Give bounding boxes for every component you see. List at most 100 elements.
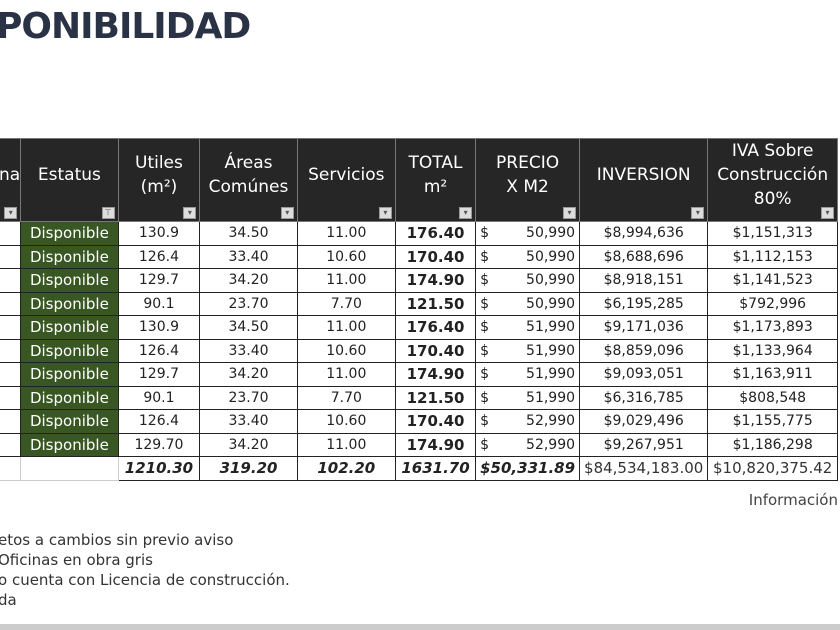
- total-cell[interactable]: 102.20: [296, 456, 396, 481]
- table-cell[interactable]: 34.20: [199, 268, 298, 293]
- table-cell[interactable]: 34.50: [199, 221, 298, 246]
- table-cell[interactable]: 33.40: [199, 244, 298, 269]
- table-cell[interactable]: Disponible: [20, 338, 119, 363]
- total-cell[interactable]: $50,331.89: [475, 456, 581, 481]
- total-cell[interactable]: [0, 456, 22, 481]
- table-cell[interactable]: $9,029,496: [579, 409, 709, 434]
- filter-dropdown-icon[interactable]: ▾: [691, 207, 705, 219]
- table-cell[interactable]: 23.70: [199, 385, 298, 410]
- filter-dropdown-icon[interactable]: ▾: [4, 207, 18, 219]
- table-cell[interactable]: [0, 432, 22, 457]
- table-cell[interactable]: 126.4: [117, 409, 201, 434]
- table-cell[interactable]: $8,688,696: [579, 244, 709, 269]
- table-cell[interactable]: [0, 268, 22, 293]
- table-cell[interactable]: $8,918,151: [579, 268, 709, 293]
- table-cell[interactable]: Disponible: [20, 244, 119, 269]
- table-cell[interactable]: 11.00: [296, 315, 396, 340]
- table-cell[interactable]: $52,990: [475, 432, 581, 457]
- table-cell[interactable]: 170.40: [394, 338, 477, 363]
- table-cell[interactable]: $50,990: [475, 221, 581, 246]
- table-cell[interactable]: $51,990: [475, 362, 581, 387]
- table-cell[interactable]: 11.00: [296, 268, 396, 293]
- table-cell[interactable]: 130.9: [117, 221, 201, 246]
- table-cell[interactable]: $1,141,523: [707, 268, 838, 293]
- table-cell[interactable]: 7.70: [296, 385, 396, 410]
- table-cell[interactable]: [0, 338, 22, 363]
- table-cell[interactable]: 130.9: [117, 315, 201, 340]
- table-cell[interactable]: $51,990: [475, 315, 581, 340]
- table-cell[interactable]: $8,994,636: [579, 221, 709, 246]
- total-cell[interactable]: 319.20: [199, 456, 298, 481]
- filter-dropdown-icon[interactable]: ▾: [563, 207, 577, 219]
- table-cell[interactable]: [0, 315, 22, 340]
- table-cell[interactable]: 170.40: [394, 409, 477, 434]
- table-cell[interactable]: $50,990: [475, 244, 581, 269]
- total-cell[interactable]: $10,820,375.42: [707, 456, 838, 481]
- filter-dropdown-icon[interactable]: ▾: [821, 207, 834, 219]
- table-cell[interactable]: $50,990: [475, 291, 581, 316]
- table-cell[interactable]: 174.90: [394, 432, 477, 457]
- table-cell[interactable]: [0, 362, 22, 387]
- table-cell[interactable]: 170.40: [394, 244, 477, 269]
- table-cell[interactable]: $792,996: [707, 291, 838, 316]
- table-cell[interactable]: $52,990: [475, 409, 581, 434]
- table-cell[interactable]: 34.20: [199, 432, 298, 457]
- table-cell[interactable]: Disponible: [20, 291, 119, 316]
- table-cell[interactable]: $1,112,153: [707, 244, 838, 269]
- table-cell[interactable]: 10.60: [296, 409, 396, 434]
- table-cell[interactable]: $8,859,096: [579, 338, 709, 363]
- table-cell[interactable]: Disponible: [20, 385, 119, 410]
- table-cell[interactable]: $6,195,285: [579, 291, 709, 316]
- table-cell[interactable]: $9,171,036: [579, 315, 709, 340]
- table-cell[interactable]: $9,093,051: [579, 362, 709, 387]
- table-cell[interactable]: $1,155,775: [707, 409, 838, 434]
- table-cell[interactable]: 90.1: [117, 385, 201, 410]
- table-cell[interactable]: 33.40: [199, 338, 298, 363]
- table-cell[interactable]: $1,163,911: [707, 362, 838, 387]
- table-cell[interactable]: Disponible: [20, 315, 119, 340]
- table-cell[interactable]: 10.60: [296, 244, 396, 269]
- table-cell[interactable]: 129.70: [117, 432, 201, 457]
- table-cell[interactable]: $9,267,951: [579, 432, 709, 457]
- table-cell[interactable]: 7.70: [296, 291, 396, 316]
- table-cell[interactable]: 174.90: [394, 362, 477, 387]
- table-cell[interactable]: 33.40: [199, 409, 298, 434]
- table-cell[interactable]: 129.7: [117, 362, 201, 387]
- table-cell[interactable]: $6,316,785: [579, 385, 709, 410]
- table-cell[interactable]: 176.40: [394, 221, 477, 246]
- table-cell[interactable]: $1,173,893: [707, 315, 838, 340]
- table-cell[interactable]: [0, 291, 22, 316]
- table-cell[interactable]: 126.4: [117, 244, 201, 269]
- filter-active-icon[interactable]: ⊤: [101, 207, 115, 219]
- table-cell[interactable]: $808,548: [707, 385, 838, 410]
- table-cell[interactable]: [0, 221, 22, 246]
- table-cell[interactable]: 126.4: [117, 338, 201, 363]
- table-cell[interactable]: [0, 244, 22, 269]
- table-cell[interactable]: 11.00: [296, 432, 396, 457]
- table-cell[interactable]: 11.00: [296, 221, 396, 246]
- table-cell[interactable]: 34.50: [199, 315, 298, 340]
- filter-dropdown-icon[interactable]: ▾: [183, 207, 197, 219]
- table-cell[interactable]: 10.60: [296, 338, 396, 363]
- table-cell[interactable]: $50,990: [475, 268, 581, 293]
- table-cell[interactable]: $1,133,964: [707, 338, 838, 363]
- table-cell[interactable]: $1,186,298: [707, 432, 838, 457]
- table-cell[interactable]: 121.50: [394, 385, 477, 410]
- table-cell[interactable]: [0, 385, 22, 410]
- total-cell[interactable]: $84,534,183.00: [579, 456, 709, 481]
- table-cell[interactable]: 176.40: [394, 315, 477, 340]
- table-cell[interactable]: $51,990: [475, 338, 581, 363]
- total-cell[interactable]: 1210.30: [117, 456, 201, 481]
- table-cell[interactable]: 90.1: [117, 291, 201, 316]
- table-cell[interactable]: 129.7: [117, 268, 201, 293]
- horizontal-scrollbar[interactable]: [0, 624, 840, 630]
- table-cell[interactable]: [0, 409, 22, 434]
- table-cell[interactable]: Disponible: [20, 432, 119, 457]
- filter-dropdown-icon[interactable]: ▾: [280, 207, 294, 219]
- filter-dropdown-icon[interactable]: ▾: [459, 207, 473, 219]
- table-cell[interactable]: Disponible: [20, 221, 119, 246]
- table-cell[interactable]: 174.90: [394, 268, 477, 293]
- total-cell[interactable]: [20, 456, 119, 481]
- filter-dropdown-icon[interactable]: ▾: [378, 207, 392, 219]
- table-cell[interactable]: Disponible: [20, 409, 119, 434]
